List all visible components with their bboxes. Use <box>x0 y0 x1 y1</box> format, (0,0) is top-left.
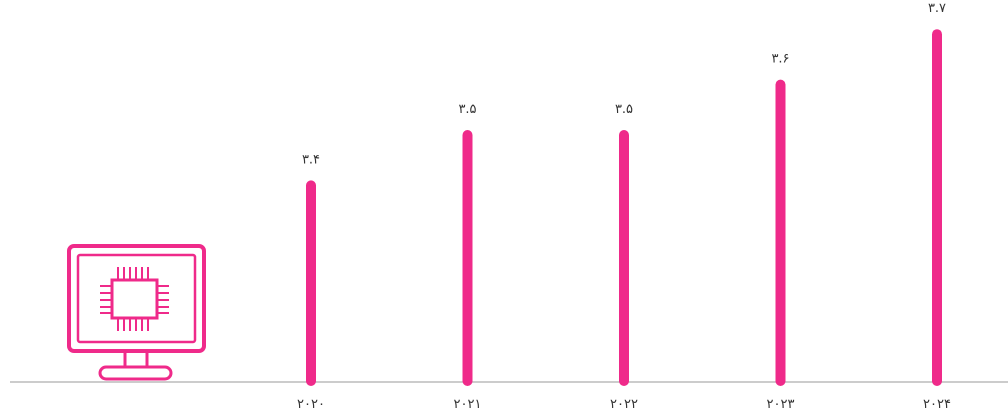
value-label-0: ۳.۴ <box>302 152 320 167</box>
x-tick-label-2: ۲۰۲۲ <box>610 397 638 412</box>
bar-4 <box>932 29 942 386</box>
value-label-1: ۳.۵ <box>458 102 476 117</box>
value-labels-layer: ۳.۴ ۳.۵ ۳.۵ ۳.۶ ۳.۷ <box>302 1 946 167</box>
value-label-4: ۳.۷ <box>928 1 946 16</box>
value-label-2: ۳.۵ <box>615 102 633 117</box>
bar-2 <box>619 130 629 386</box>
bar-0 <box>306 180 316 386</box>
x-tick-label-3: ۲۰۲۳ <box>767 397 795 412</box>
value-label-3: ۳.۶ <box>771 52 789 67</box>
bars-layer <box>306 29 942 386</box>
bar-1 <box>462 130 473 386</box>
computer-monitor-chip-icon <box>67 244 206 381</box>
x-tick-label-4: ۲۰۲۴ <box>923 397 951 412</box>
x-tick-labels-layer: ۲۰۲۰ ۲۰۲۱ ۲۰۲۲ ۲۰۲۳ ۲۰۲۴ <box>297 397 951 412</box>
bar-3 <box>775 79 786 386</box>
x-tick-label-0: ۲۰۲۰ <box>297 397 325 412</box>
x-tick-label-1: ۲۰۲۱ <box>454 397 482 412</box>
